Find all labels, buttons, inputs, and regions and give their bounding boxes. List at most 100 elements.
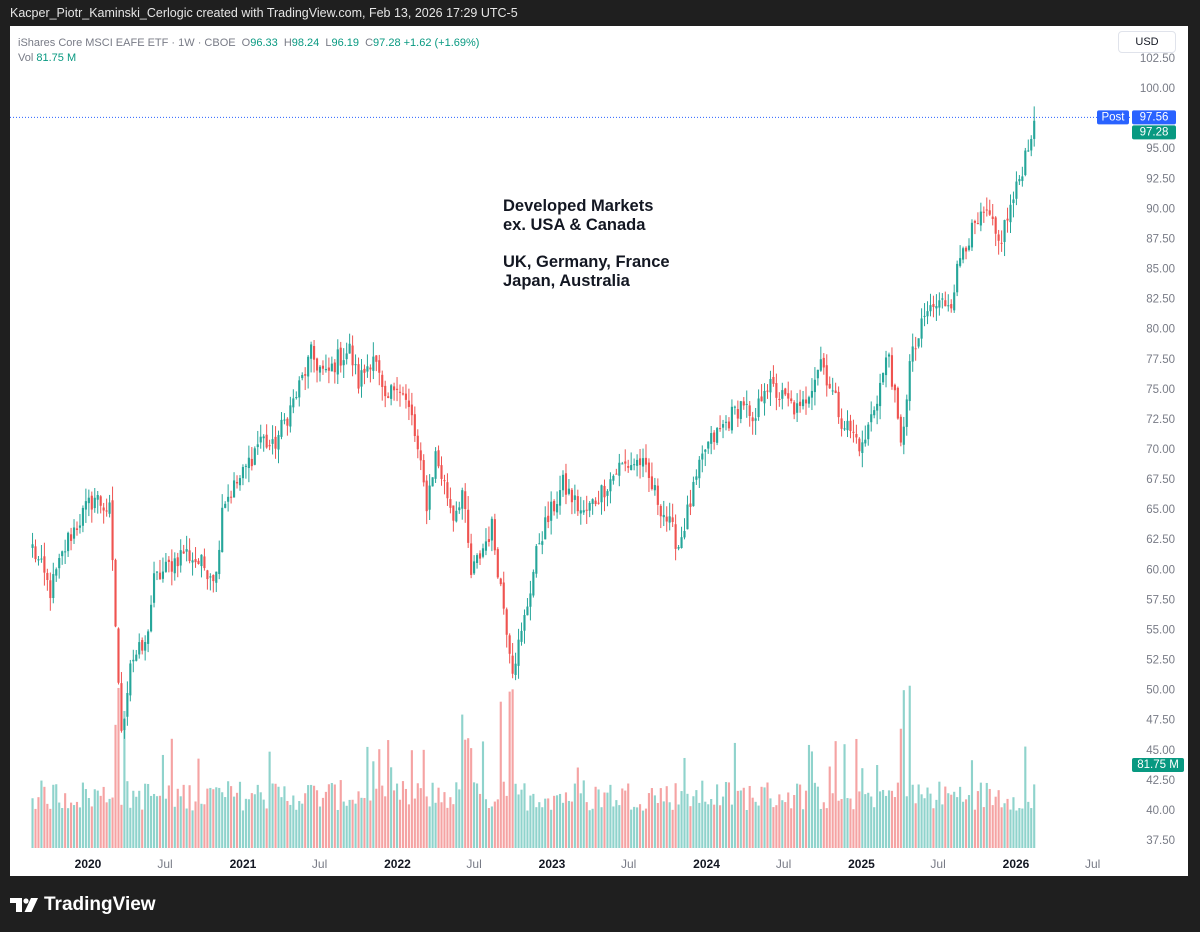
- candle-body: [416, 435, 419, 450]
- volume-bar: [132, 790, 135, 848]
- volume-bar: [674, 783, 677, 848]
- volume-bar: [422, 749, 425, 848]
- candle-body: [467, 509, 470, 543]
- candle-body: [689, 503, 692, 507]
- volume-bar: [855, 738, 858, 848]
- candle-body: [203, 556, 206, 569]
- candlestick-chart[interactable]: 102.50100.0097.5095.0092.5090.0087.5085.…: [10, 26, 1188, 876]
- volume-bar: [357, 791, 360, 848]
- volume-bar: [804, 790, 808, 848]
- volume-bar: [259, 792, 262, 848]
- candle-body: [224, 503, 227, 508]
- candle-body: [72, 527, 76, 539]
- candle-body: [431, 477, 434, 487]
- volume-bar: [43, 786, 46, 848]
- volume-bar: [834, 741, 837, 848]
- candle-body: [751, 417, 754, 422]
- annotation-line-3: UK, Germany, France: [503, 253, 670, 271]
- volume-bar: [553, 795, 556, 848]
- tradingview-logo[interactable]: TradingView: [10, 893, 156, 917]
- candle-body: [787, 393, 790, 399]
- volume-bar: [962, 801, 965, 848]
- candle-body: [683, 530, 686, 538]
- time-tick-label: Jul: [157, 857, 172, 871]
- volume-bar: [369, 800, 372, 848]
- volume-bar: [813, 782, 816, 848]
- volume-bar: [787, 792, 790, 848]
- candle-body: [686, 504, 689, 530]
- volume-bar: [716, 784, 719, 848]
- volume-bar: [701, 780, 704, 848]
- volume-bar: [401, 781, 405, 848]
- candle-body: [437, 450, 440, 467]
- candle-body: [114, 559, 117, 627]
- volume-bar: [354, 803, 357, 848]
- volume-bar: [564, 792, 568, 848]
- volume-bar: [748, 785, 751, 848]
- price-tick-label: 85.00: [1146, 264, 1175, 276]
- volume-bar: [490, 806, 493, 848]
- volume-bar: [425, 796, 428, 848]
- candle-body: [37, 559, 40, 561]
- volume-bar: [710, 799, 713, 848]
- volume-bar: [550, 809, 553, 848]
- time-tick-label: 2022: [384, 857, 411, 871]
- volume-bar: [324, 791, 327, 848]
- volume-bar: [879, 791, 882, 848]
- candle-body: [473, 561, 476, 574]
- volume-bar: [917, 784, 920, 848]
- candle-body: [289, 405, 292, 427]
- chart-panel[interactable]: 102.50100.0097.5095.0092.5090.0087.5085.…: [10, 26, 1188, 876]
- candle-body: [677, 547, 680, 549]
- candle-body: [929, 305, 932, 312]
- candle-body: [730, 406, 733, 431]
- volume-bar: [81, 782, 84, 848]
- low-label: L: [325, 37, 332, 49]
- price-tick-label: 62.50: [1146, 534, 1175, 546]
- volume-bar: [191, 810, 194, 848]
- volume-bar: [155, 796, 159, 848]
- candle-body: [108, 502, 111, 514]
- volume-bar: [129, 807, 132, 848]
- volume-bar: [573, 783, 576, 848]
- candle-body: [653, 485, 656, 491]
- volume-bar: [99, 795, 102, 848]
- volume-bar: [959, 786, 962, 848]
- candle-body: [742, 401, 745, 406]
- candle-body: [58, 558, 61, 569]
- chart-attribution: Kacper_Piotr_Kaminski_Cerlogic created w…: [10, 6, 518, 20]
- volume-bar: [576, 767, 579, 848]
- volume-bar: [455, 782, 458, 848]
- volume-bar: [870, 796, 873, 848]
- candle-body: [638, 458, 642, 466]
- candle-body: [564, 473, 568, 495]
- volume-bar: [1027, 801, 1030, 848]
- candle-body: [478, 553, 482, 559]
- price-tick-label: 37.50: [1146, 835, 1175, 847]
- volume-bar: [769, 798, 772, 848]
- volume-bar: [105, 802, 108, 848]
- candle-body: [902, 426, 905, 445]
- volume-bar: [659, 788, 662, 848]
- volume-bar: [250, 793, 253, 848]
- candle-body: [876, 403, 879, 411]
- volume-bar: [938, 781, 941, 848]
- candle-body: [935, 306, 938, 309]
- volume-bar: [215, 787, 218, 848]
- candle-body: [849, 420, 852, 431]
- candle-body: [390, 385, 393, 399]
- high-label: H: [283, 37, 292, 49]
- candle-body: [43, 556, 46, 573]
- candle-body: [810, 390, 814, 398]
- candle-body: [158, 572, 162, 580]
- candle-body: [138, 642, 141, 655]
- volume-bar: [899, 728, 902, 848]
- currency-button[interactable]: USD: [1118, 31, 1176, 53]
- volume-bar: [950, 794, 953, 848]
- volume-bar: [452, 804, 455, 848]
- volume-bar: [342, 801, 345, 848]
- volume-bar: [126, 781, 129, 848]
- volume-bar: [511, 689, 514, 848]
- candle-body: [452, 505, 455, 521]
- volume-bar: [170, 738, 173, 848]
